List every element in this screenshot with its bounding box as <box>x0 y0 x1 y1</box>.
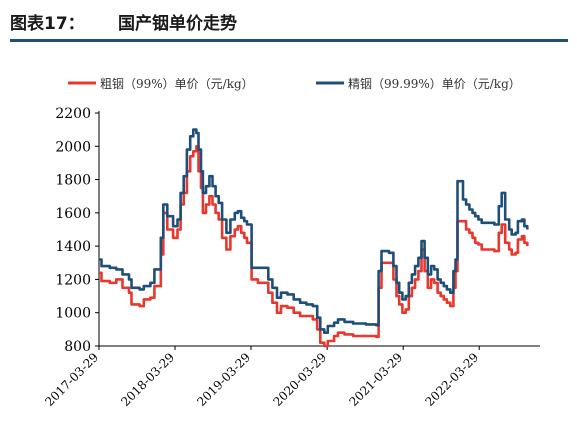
figure-label: 图表17： <box>10 14 85 34</box>
y-tick-label: 1400 <box>55 239 91 255</box>
x-tick-label: 2017-03-29 <box>42 350 101 409</box>
legend-label-crude: 粗铟（99%）单价（元/kg） <box>100 77 254 91</box>
series-layer <box>99 128 529 348</box>
y-tick-label: 2200 <box>55 106 91 122</box>
x-tick-label: 2018-03-29 <box>118 350 177 409</box>
y-tick-label: 1000 <box>55 306 91 322</box>
x-tick-label: 2020-03-29 <box>271 350 330 409</box>
y-tick-label: 800 <box>64 339 91 355</box>
y-tick-label: 1600 <box>55 206 91 222</box>
header-rule <box>10 39 568 42</box>
y-tick-label: 1800 <box>55 173 91 189</box>
x-tick-label: 2022-03-29 <box>423 350 482 409</box>
figure-header: 图表17： 国产铟单价走势 <box>0 0 577 42</box>
x-tick-label: 2019-03-29 <box>194 350 253 409</box>
series-line-refined <box>99 128 529 334</box>
figure-title: 国产铟单价走势 <box>118 14 237 34</box>
x-tick-label: 2021-03-29 <box>347 350 406 409</box>
y-tick-label: 2000 <box>55 139 91 155</box>
x-axis-ticks: 2017-03-29 2018-03-29 2019-03-29 2020-03-29… <box>42 346 481 409</box>
legend: 粗铟（99%）单价（元/kg） 精铟（99.99%）单价（元/kg） <box>68 77 521 91</box>
series-line-crude <box>99 145 529 348</box>
y-tick-label: 1200 <box>55 272 91 288</box>
legend-label-refined: 精铟（99.99%）单价（元/kg） <box>348 77 521 91</box>
y-axis-ticks: 800 1000 1200 1400 1600 1800 2000 2200 <box>55 106 99 355</box>
